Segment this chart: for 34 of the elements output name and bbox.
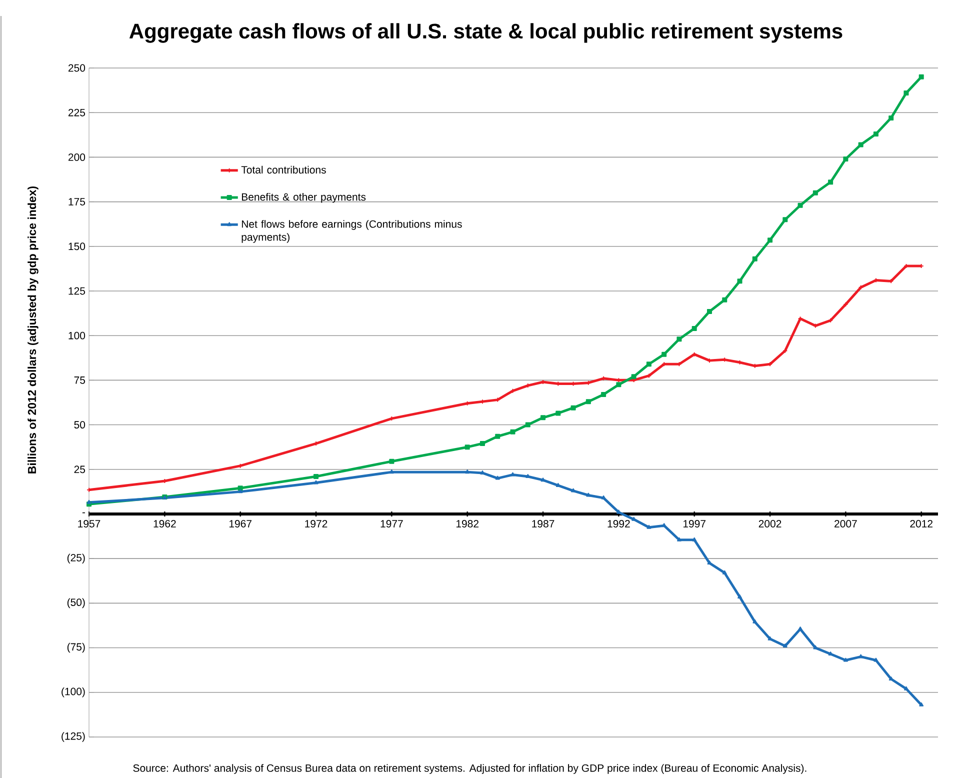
y-tick-label: 75	[74, 376, 86, 384]
x-tick-label: 1972	[305, 520, 328, 528]
y-tick-label: 100	[68, 332, 86, 340]
x-tick-label: 1962	[154, 520, 176, 528]
x-tick-label: 1967	[229, 520, 252, 528]
y-tick-label: -	[82, 512, 86, 513]
y-tick-label: 225	[68, 108, 86, 116]
legend-label: Net flows before earnings (Contributions minus payments)	[242, 220, 462, 243]
x-tick-label: 2002	[758, 520, 782, 528]
y-axis-title: Billions of 2012 dollars (adjusted by gdp price index)	[28, 186, 38, 474]
y-tick-label: 25	[74, 465, 86, 473]
x-tick-label: 2007	[834, 520, 857, 528]
y-tick-label: 250	[68, 64, 86, 72]
x-tick-label: 1982	[456, 520, 478, 528]
x-tick-label: 1987	[532, 520, 554, 528]
y-tick-label: 125	[68, 287, 86, 294]
x-tick-label: 1977	[380, 520, 403, 528]
y-tick-label: 50	[74, 420, 86, 428]
chart-title: Aggregate cash flows of all U.S. state & local public retirement systems	[129, 22, 842, 43]
y-tick-label: (125)	[62, 732, 85, 742]
source-note: Source: Authors' analysis of Census Burea data on retirement systems. Adjusted for inflation by GDP price index (Bureau of Economic Analysis).	[133, 764, 806, 774]
y-tick-label: 175	[68, 198, 86, 206]
x-tick-label: 1997	[683, 520, 706, 528]
x-tick-label: 1957	[78, 520, 100, 528]
y-tick-label: 150	[68, 242, 86, 250]
y-tick-label: (25)	[67, 553, 85, 564]
y-tick-label: (75)	[67, 642, 85, 652]
y-tick-label: (50)	[67, 598, 85, 608]
y-tick-label: (100)	[62, 687, 85, 698]
x-tick-label: 1992	[608, 520, 630, 528]
x-tick-label: 2012	[910, 520, 932, 528]
legend-label: Benefits & other payments	[242, 192, 366, 203]
y-tick-label: 200	[68, 153, 86, 161]
legend-label: Total contributions	[241, 166, 326, 174]
